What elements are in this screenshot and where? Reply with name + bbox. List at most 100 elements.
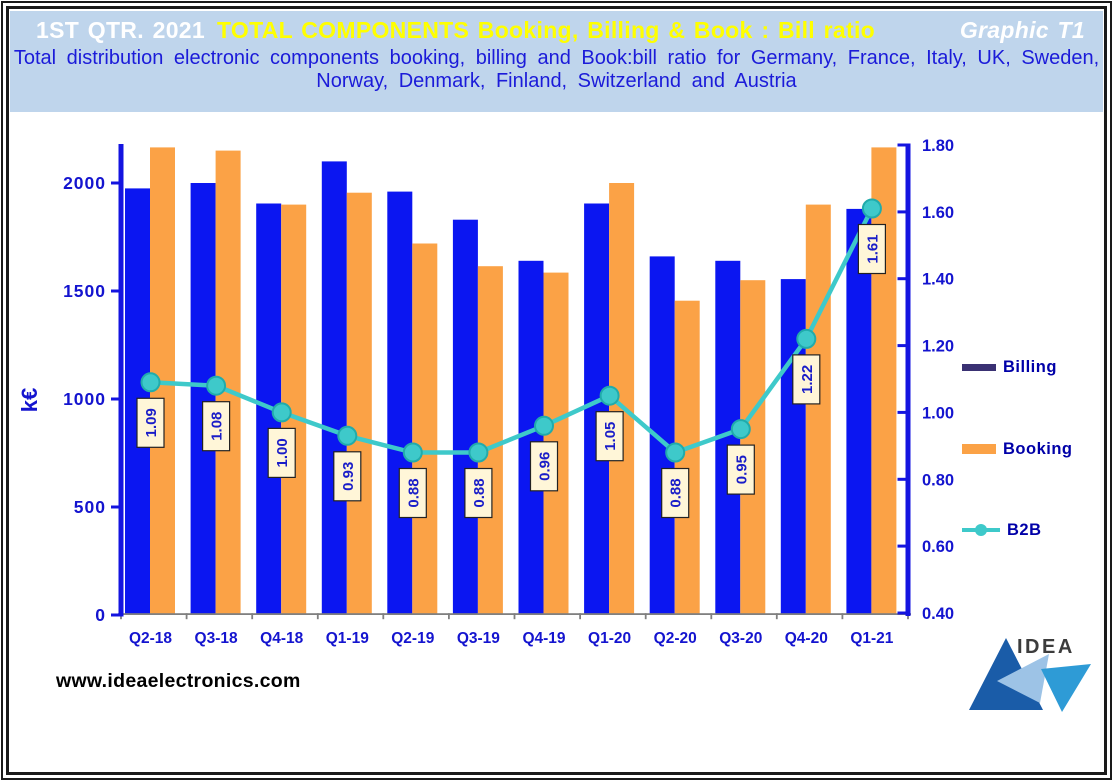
left-axis-tick xyxy=(111,505,124,509)
right-axis-tick-label: 1.40 xyxy=(922,271,954,289)
legend-item-booking: Booking xyxy=(962,440,1073,458)
b2b-label-box-Q2-19 xyxy=(398,467,427,519)
right-axis-tick-label: 0.80 xyxy=(922,471,954,489)
b2b-marker-Q3-19 xyxy=(468,442,489,463)
logo-text: IDEA xyxy=(1017,636,1075,658)
bar-booking-Q3-19 xyxy=(477,266,503,614)
right-axis-tick-label: 1.00 xyxy=(922,404,954,422)
left-axis-tick-label: 0 xyxy=(95,605,106,625)
b2b-label-Q3-19: 0.88 xyxy=(471,478,488,507)
right-axis-tick-label: 1.60 xyxy=(922,204,954,222)
right-axis-tick xyxy=(897,143,911,147)
right-axis-tick xyxy=(897,410,911,414)
x-axis-boundary-tick xyxy=(251,613,254,620)
bar-billing-Q3-19 xyxy=(452,219,478,614)
bar-billing-Q3-18 xyxy=(190,183,216,614)
b2b-marker-Q4-20 xyxy=(796,328,817,349)
bar-billing-Q4-19 xyxy=(518,260,544,614)
b2b-label-Q4-19: 0.96 xyxy=(537,452,554,481)
left-axis-tick xyxy=(111,613,124,617)
right-axis-line xyxy=(905,144,911,616)
b2b-marker-Q2-18 xyxy=(140,372,161,393)
right-axis-tick-label: 1.80 xyxy=(922,137,954,155)
x-label-Q1-19: Q1-19 xyxy=(326,630,369,647)
legend-label-billing: Billing xyxy=(1003,357,1057,376)
legend: Billing Booking B2B xyxy=(962,350,1110,550)
b2b-label-Q1-21: 1.61 xyxy=(864,234,881,263)
x-axis-boundary-tick xyxy=(185,613,188,620)
x-label-Q4-18: Q4-18 xyxy=(260,630,303,647)
x-label-Q3-20: Q3-20 xyxy=(719,630,762,647)
b2b-marker-Q3-20 xyxy=(730,419,751,440)
x-label-Q2-19: Q2-19 xyxy=(391,630,434,647)
x-label-Q3-18: Q3-18 xyxy=(195,630,238,647)
b2b-label-Q2-20: 0.88 xyxy=(668,478,685,507)
b2b-marker-Q2-19 xyxy=(402,442,423,463)
b2b-label-Q4-18: 1.00 xyxy=(274,438,291,467)
left-axis-tick xyxy=(111,289,124,293)
x-label-Q2-20: Q2-20 xyxy=(654,630,697,647)
legend-marker-dot xyxy=(975,524,987,536)
x-label-Q1-20: Q1-20 xyxy=(588,630,631,647)
b2b-label-Q1-20: 1.05 xyxy=(602,422,619,451)
left-axis-tick-label: 1000 xyxy=(63,389,106,409)
right-axis-tick-label: 0.40 xyxy=(922,605,954,623)
b2b-label-box-Q3-19 xyxy=(464,467,493,519)
title-graphic-ref: Graphic T1 xyxy=(959,17,1085,43)
bar-booking-Q4-20 xyxy=(805,204,831,614)
x-axis-boundary-tick xyxy=(841,613,844,620)
x-axis-boundary-tick xyxy=(513,613,516,620)
legend-item-b2b: B2B xyxy=(962,521,1042,539)
right-axis-tick xyxy=(897,344,911,348)
bar-booking-Q1-19 xyxy=(346,192,372,614)
b2b-label-box-Q2-18 xyxy=(136,397,165,448)
left-axis-tick xyxy=(111,181,124,185)
left-axis-tick-label: 500 xyxy=(74,497,106,517)
title-quarter: 1ST QTR. 2021 xyxy=(36,17,205,43)
right-axis-tick-label: 1.20 xyxy=(922,338,954,356)
b2b-marker-Q4-19 xyxy=(534,415,554,436)
x-label-Q2-18: Q2-18 xyxy=(129,630,172,647)
x-axis-boundary-tick xyxy=(448,613,450,620)
right-axis-tick xyxy=(897,611,911,615)
b2b-marker-Q2-20 xyxy=(665,442,686,463)
logo-triangle-mid xyxy=(1041,664,1091,712)
b2b-line xyxy=(148,206,875,455)
legend-swatch-b2b xyxy=(962,524,1000,536)
left-axis-tick-label: 1500 xyxy=(63,281,106,301)
b2b-label-Q3-20: 0.95 xyxy=(733,455,750,484)
bar-billing-Q2-19 xyxy=(387,191,413,614)
b2b-label-box-Q4-19 xyxy=(529,441,559,492)
right-axis-tick xyxy=(897,544,911,548)
x-axis-boundary-tick xyxy=(382,613,385,620)
subtitle-line-1: Total distribution electronic components… xyxy=(13,47,1100,69)
subtitle: Total distribution electronic components… xyxy=(10,47,1103,92)
bar-billing-Q4-20 xyxy=(780,279,806,614)
subtitle-line-2: Norway, Denmark, Finland, Switzerland an… xyxy=(316,69,797,92)
legend-label-booking: Booking xyxy=(1003,439,1073,458)
b2b-label-box-Q1-20 xyxy=(595,411,624,462)
legend-item-billing: Billing xyxy=(962,358,1057,376)
left-axis-line xyxy=(118,144,124,616)
x-axis-boundary-tick xyxy=(316,613,319,620)
x-label-Q4-20: Q4-20 xyxy=(785,630,828,647)
b2b-label-box-Q3-20 xyxy=(726,444,755,495)
b2b-label-Q3-18: 1.08 xyxy=(209,412,226,441)
right-axis-tick xyxy=(897,477,911,481)
left-axis-title: k€ xyxy=(17,388,42,412)
x-axis-boundary-tick xyxy=(710,613,713,620)
x-axis-boundary-tick xyxy=(579,613,581,620)
b2b-label-box-Q1-21 xyxy=(857,223,887,275)
right-axis-tick xyxy=(897,277,911,281)
b2b-marker-Q4-18 xyxy=(271,402,292,423)
logo-triangle-light xyxy=(997,654,1049,703)
legend-swatch-booking xyxy=(962,444,996,454)
website-url: www.ideaelectronics.com xyxy=(56,670,301,692)
bar-billing-Q1-21 xyxy=(846,208,872,614)
bar-booking-Q2-19 xyxy=(412,243,438,614)
b2b-label-box-Q4-18 xyxy=(267,427,296,478)
b2b-marker-Q1-21 xyxy=(861,198,882,219)
x-label-Q4-19: Q4-19 xyxy=(522,630,565,647)
legend-label-b2b: B2B xyxy=(1007,520,1042,539)
